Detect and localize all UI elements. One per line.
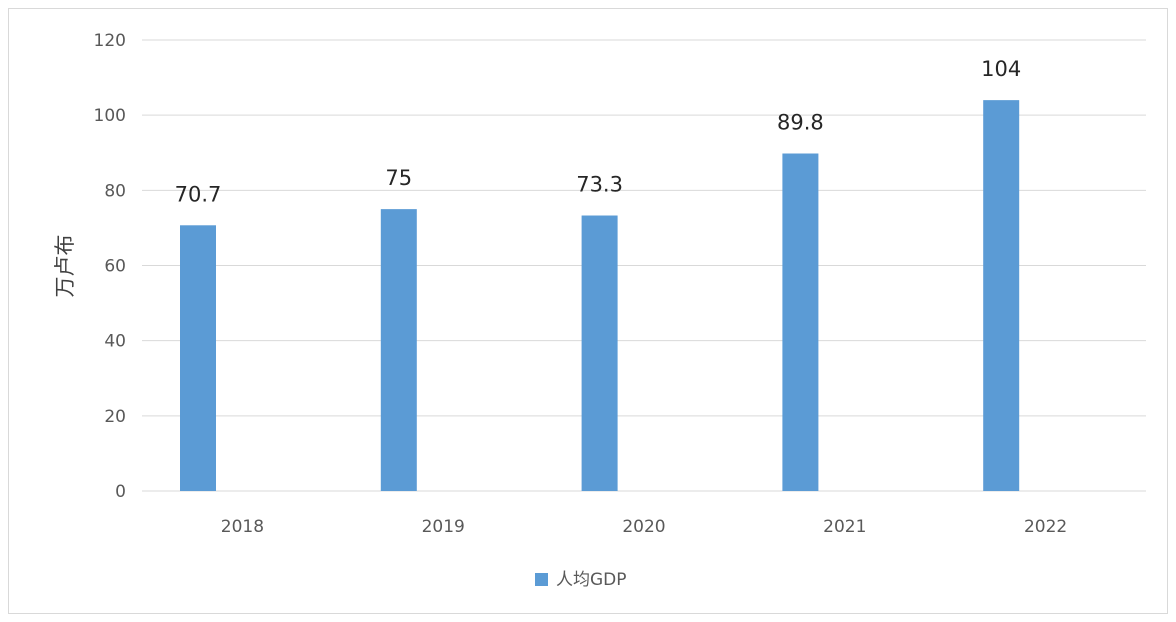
legend-label: 人均GDP [556,570,627,590]
y-tick-label: 40 [104,332,126,352]
bar-2022 [983,100,1020,491]
data-label-2021: 89.8 [777,111,824,135]
bars [180,100,1020,492]
y-axis-title: 万卢布 [53,235,77,298]
x-tick-label-2020: 2020 [622,517,665,537]
y-tick-label: 80 [104,181,126,201]
bar-2019 [380,209,417,491]
x-tick-label-2021: 2021 [823,517,866,537]
bar-2020 [581,215,618,491]
data-label-2022: 104 [981,57,1021,81]
y-tick-label: 120 [94,31,126,51]
data-label-2020: 73.3 [576,173,623,197]
x-tick-label-2019: 2019 [422,517,465,537]
y-tick-label: 20 [104,407,126,427]
y-tick-label: 100 [94,106,126,126]
legend: 人均GDP [535,570,627,590]
bar-2018 [180,225,216,491]
data-labels: 70.7 75 73.3 89.8 104 [175,57,1022,206]
data-label-2018: 70.7 [175,182,222,206]
x-tick-label-2022: 2022 [1024,517,1067,537]
bar-2021 [782,153,819,492]
x-tick-label-2018: 2018 [221,517,264,537]
data-label-2019: 75 [385,166,412,190]
x-axis-ticks: 2018 2019 2020 2021 2022 [221,517,1067,537]
y-axis-ticks: 0 20 40 60 80 100 120 [94,31,126,502]
gridlines [142,39,1146,492]
y-tick-label: 60 [104,257,126,277]
legend-swatch [535,573,548,586]
y-tick-label: 0 [115,482,126,502]
